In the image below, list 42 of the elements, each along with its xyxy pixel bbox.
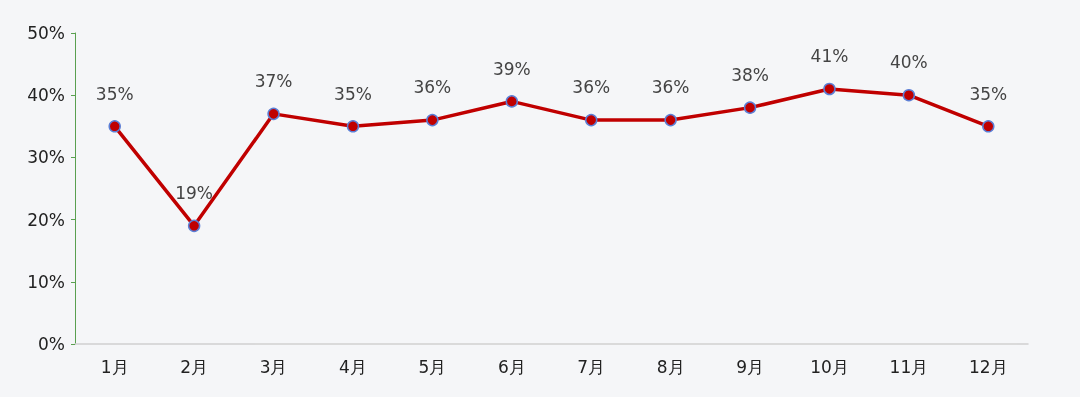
x-tick-label: 8月 xyxy=(656,356,685,377)
x-tick-label: 5月 xyxy=(418,356,447,377)
data-label: 36% xyxy=(572,77,611,98)
x-tick-label: 7月 xyxy=(577,356,606,377)
data-label: 40% xyxy=(889,52,928,73)
point xyxy=(743,101,757,114)
data-label: 35% xyxy=(969,83,1008,104)
x-tick-label: 2月 xyxy=(180,356,209,377)
x-tick-label: 12月 xyxy=(968,356,1008,377)
x-tick-label: 4月 xyxy=(339,356,367,377)
y-tick-label: 0% xyxy=(38,334,65,354)
point xyxy=(584,113,598,127)
data-label: 36% xyxy=(413,77,452,98)
point xyxy=(505,95,519,108)
y-tick-label: 40% xyxy=(27,85,65,106)
point xyxy=(108,120,121,133)
y-tick-label: 50% xyxy=(27,23,65,43)
data-label: 37% xyxy=(254,71,293,92)
x-tick-label: 10月 xyxy=(810,356,849,377)
x-tick-label: 11月 xyxy=(889,356,929,377)
point xyxy=(823,82,836,96)
x-tick-label: 6月 xyxy=(497,356,526,377)
x-tick-label: 1月 xyxy=(100,356,129,377)
data-label: 19% xyxy=(175,183,214,204)
data-label: 38% xyxy=(731,64,769,85)
point xyxy=(187,219,201,233)
data-label: 39% xyxy=(492,58,531,79)
x-tick-label: 3月 xyxy=(259,356,288,377)
point xyxy=(267,107,280,121)
data-label: 35% xyxy=(95,83,134,104)
data-label: 35% xyxy=(334,83,372,104)
point xyxy=(664,113,677,127)
point xyxy=(346,120,360,133)
data-label: 36% xyxy=(651,77,690,98)
data-label: 41% xyxy=(810,46,849,67)
x-tick-label: 9月 xyxy=(736,356,764,377)
y-tick-label: 20% xyxy=(27,209,65,230)
point xyxy=(902,88,916,102)
y-tick-label: 30% xyxy=(27,147,65,168)
point xyxy=(426,113,439,127)
point xyxy=(982,120,995,133)
y-tick-label: 10% xyxy=(27,271,65,292)
